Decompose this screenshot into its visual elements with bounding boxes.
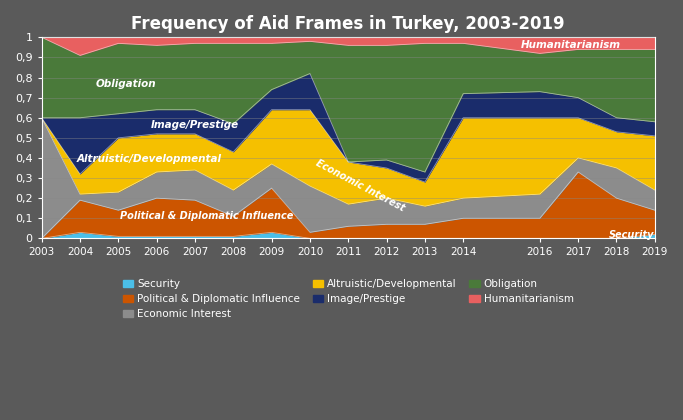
Text: Obligation: Obligation: [96, 79, 156, 89]
Text: Economic Interest: Economic Interest: [313, 158, 406, 213]
Text: Altruistic/Developmental: Altruistic/Developmental: [76, 154, 221, 164]
Text: Image/Prestige: Image/Prestige: [151, 120, 239, 130]
Text: Security: Security: [609, 230, 654, 240]
Text: Political & Diplomatic Influence: Political & Diplomatic Influence: [120, 211, 293, 221]
Text: Humanitarianism: Humanitarianism: [520, 40, 620, 50]
Title: Frequency of Aid Frames in Turkey, 2003-2019: Frequency of Aid Frames in Turkey, 2003-…: [131, 15, 565, 33]
Legend: Security, Political & Diplomatic Influence, Economic Interest, Altruistic/Develo: Security, Political & Diplomatic Influen…: [120, 276, 577, 323]
